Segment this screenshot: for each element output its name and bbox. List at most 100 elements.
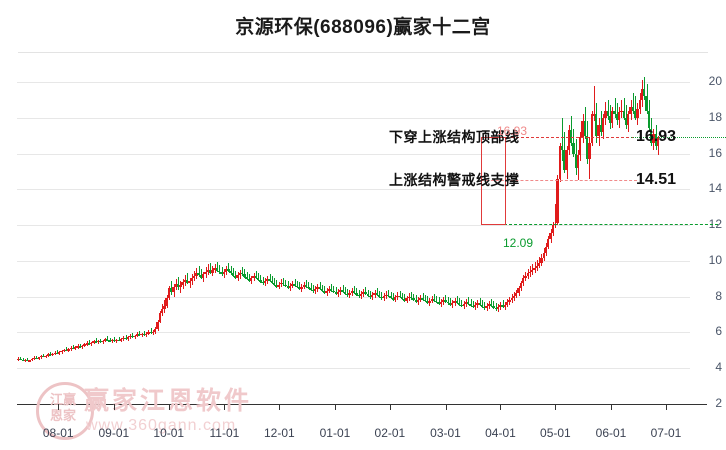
candle-body (247, 278, 251, 281)
candle-body (341, 290, 344, 292)
candle-body (174, 284, 177, 287)
candle-body (275, 284, 278, 287)
candle-wick (402, 292, 404, 301)
candle-body (238, 272, 241, 276)
candle-body (288, 285, 292, 288)
candle-body (19, 358, 22, 361)
candle-wick (143, 331, 145, 336)
candle-wick (621, 99, 623, 118)
candle-body (53, 352, 56, 355)
candle-body (76, 346, 79, 348)
candle-body (323, 290, 326, 293)
reference-line-warning-support (481, 180, 637, 182)
candle-wick (461, 299, 463, 308)
annotation-warning-support: 上涨结构警戒线支撑 (389, 172, 520, 189)
candle-body (240, 272, 244, 275)
x-axis-tick-06-01: 06-01 (595, 426, 627, 440)
candle-body (485, 305, 488, 309)
candle-wick (132, 332, 134, 338)
candle-body (252, 276, 255, 279)
candle-body (453, 300, 456, 303)
candle-body (631, 107, 634, 111)
candle-body (318, 287, 321, 290)
candle-body (410, 296, 413, 299)
candle-body (604, 110, 607, 118)
candle-body (126, 337, 129, 339)
candle-body (405, 298, 408, 301)
candle-body (494, 307, 497, 310)
candle-wick (399, 290, 401, 299)
candle-body (460, 304, 463, 306)
candle-body (359, 294, 363, 297)
candle-body (286, 286, 289, 288)
candle-body (154, 328, 157, 332)
candle-wick (404, 294, 406, 303)
x-axis-tickmark-09-01 (113, 404, 115, 410)
candle-body (563, 149, 566, 170)
candle-body (39, 356, 43, 358)
candle-wick (623, 98, 625, 120)
candle-body (106, 339, 109, 341)
candle-body (183, 280, 187, 283)
candle-body (590, 114, 593, 143)
candle-body (373, 293, 376, 296)
candle-body (142, 333, 145, 336)
candle-body (42, 356, 45, 358)
candle-body (627, 114, 630, 125)
candle-body (327, 288, 331, 291)
candle-body (16, 358, 20, 361)
x-axis-tick-03-01: 03-01 (430, 426, 461, 440)
candle-body (462, 303, 465, 306)
candle-wick (43, 353, 45, 358)
candle-wick (472, 300, 474, 309)
candle-body (533, 268, 536, 270)
candle-wick (468, 297, 470, 305)
candle-wick (530, 266, 531, 277)
candle-body (302, 284, 305, 287)
candle-wick (88, 340, 90, 345)
candle-body (218, 270, 221, 273)
candle-body (574, 153, 577, 168)
candle-body (476, 303, 479, 305)
candle-body (87, 343, 91, 345)
candle-wick (356, 288, 358, 296)
candle-body (330, 288, 333, 291)
candle-body (163, 305, 166, 310)
gridline-18 (17, 117, 690, 119)
candle-body (364, 292, 367, 295)
candle-wick (415, 295, 417, 304)
candle-body (432, 298, 436, 301)
candle-body (156, 322, 159, 329)
candle-body (144, 333, 148, 335)
candle-body (188, 280, 191, 284)
candle-wick (287, 281, 289, 290)
candle-body (197, 273, 200, 276)
candle-body (151, 331, 155, 334)
gridline-4 (17, 368, 690, 370)
candle-wick (450, 298, 452, 307)
reference-line-last-close (631, 136, 726, 138)
candle-body (149, 332, 152, 334)
candle-wick (100, 338, 102, 343)
candle-wick (381, 292, 383, 300)
candle-body (441, 299, 445, 302)
candle-body (638, 99, 641, 109)
candle-body (256, 278, 260, 280)
candle-wick (335, 287, 337, 296)
candle-body (394, 297, 397, 300)
candle-body (224, 268, 228, 272)
x-axis-tick-04-01: 04-01 (485, 426, 516, 440)
candle-body (117, 339, 120, 341)
candle-body (585, 135, 589, 159)
candle-wick (27, 357, 29, 362)
candle-body (419, 297, 422, 300)
candle-wick (456, 295, 458, 304)
candle-body (48, 354, 52, 356)
candle-body (428, 300, 431, 303)
candle-body (508, 300, 511, 303)
reference-line-lower-support (504, 223, 718, 225)
candle-wick (438, 297, 440, 306)
candle-body (293, 283, 296, 286)
candle-body (23, 359, 27, 362)
candle-body (540, 258, 543, 263)
